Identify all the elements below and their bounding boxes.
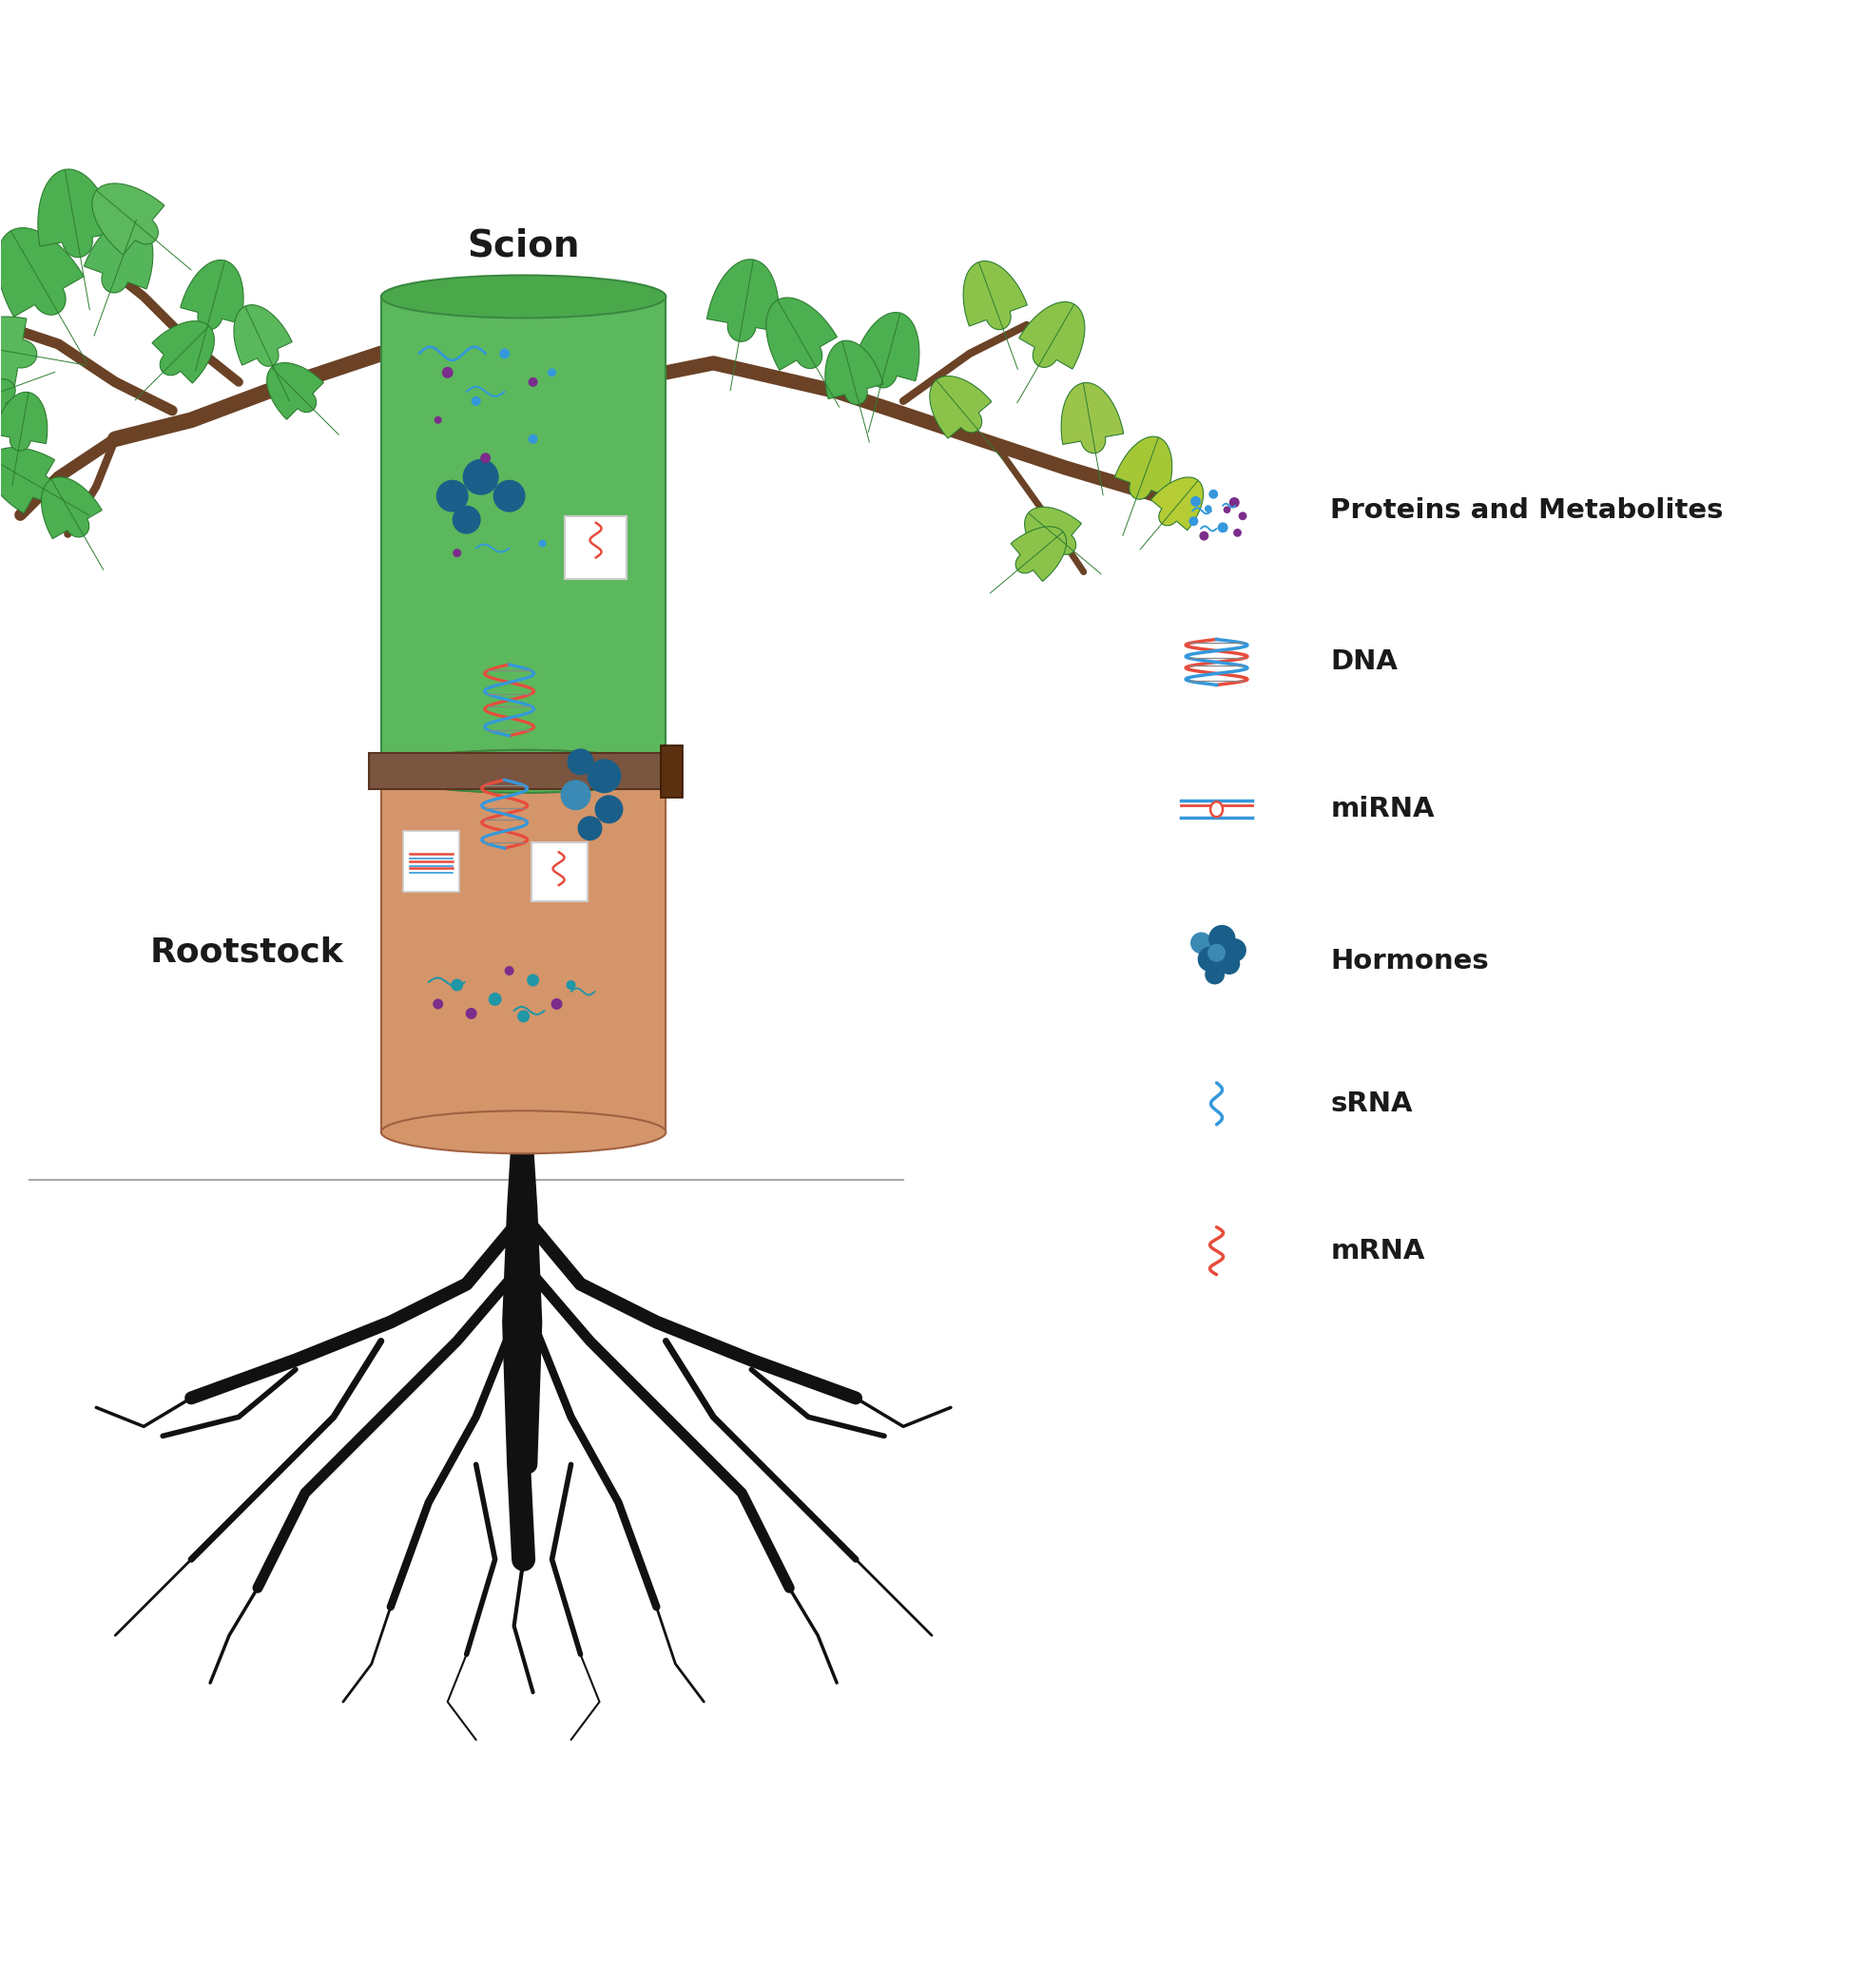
Polygon shape	[37, 169, 115, 256]
Polygon shape	[766, 298, 838, 370]
Ellipse shape	[464, 459, 499, 495]
Text: sRNA: sRNA	[1331, 1089, 1413, 1117]
Ellipse shape	[567, 749, 593, 775]
Ellipse shape	[382, 1111, 666, 1153]
Ellipse shape	[540, 539, 547, 547]
Polygon shape	[0, 392, 48, 451]
Ellipse shape	[517, 1010, 530, 1022]
FancyBboxPatch shape	[564, 517, 627, 579]
Ellipse shape	[434, 415, 441, 423]
Ellipse shape	[547, 368, 556, 378]
Polygon shape	[1010, 527, 1066, 580]
Polygon shape	[1060, 382, 1124, 453]
Polygon shape	[1020, 302, 1085, 370]
Ellipse shape	[1205, 505, 1213, 513]
Ellipse shape	[1190, 497, 1201, 507]
Ellipse shape	[528, 433, 538, 443]
Polygon shape	[41, 477, 102, 539]
Ellipse shape	[528, 378, 538, 388]
Polygon shape	[929, 376, 992, 437]
Polygon shape	[0, 362, 15, 427]
Ellipse shape	[1229, 497, 1240, 507]
Polygon shape	[0, 447, 56, 513]
Ellipse shape	[499, 348, 510, 358]
Polygon shape	[1114, 437, 1172, 499]
Text: DNA: DNA	[1331, 648, 1398, 676]
Polygon shape	[706, 258, 779, 342]
Ellipse shape	[504, 966, 514, 976]
Polygon shape	[382, 771, 666, 1131]
FancyBboxPatch shape	[530, 843, 588, 901]
Ellipse shape	[1218, 523, 1227, 533]
Ellipse shape	[1218, 952, 1240, 974]
Ellipse shape	[441, 368, 452, 378]
Polygon shape	[662, 746, 682, 797]
Polygon shape	[267, 362, 324, 419]
Polygon shape	[0, 316, 37, 388]
Polygon shape	[382, 296, 666, 771]
Ellipse shape	[471, 396, 480, 406]
Polygon shape	[152, 320, 215, 384]
Polygon shape	[93, 183, 165, 254]
Ellipse shape	[560, 779, 591, 811]
Polygon shape	[0, 229, 83, 316]
Ellipse shape	[1200, 531, 1209, 541]
Ellipse shape	[432, 998, 443, 1010]
Text: miRNA: miRNA	[1331, 795, 1435, 823]
Ellipse shape	[1224, 507, 1231, 513]
Text: Proteins and Metabolites: Proteins and Metabolites	[1331, 497, 1724, 523]
Ellipse shape	[480, 453, 491, 463]
Polygon shape	[1025, 507, 1081, 563]
Polygon shape	[853, 312, 920, 388]
Ellipse shape	[1205, 964, 1225, 984]
Ellipse shape	[1209, 489, 1218, 499]
Text: Hormones: Hormones	[1331, 948, 1489, 974]
Ellipse shape	[1198, 946, 1224, 972]
Polygon shape	[825, 340, 883, 404]
Polygon shape	[180, 260, 243, 330]
Ellipse shape	[382, 274, 666, 318]
Ellipse shape	[493, 479, 525, 513]
Ellipse shape	[1233, 529, 1242, 537]
Ellipse shape	[1238, 511, 1248, 521]
Ellipse shape	[382, 749, 666, 793]
Ellipse shape	[1190, 932, 1213, 954]
Ellipse shape	[382, 749, 666, 793]
Ellipse shape	[1207, 944, 1225, 962]
Ellipse shape	[465, 1008, 476, 1020]
Ellipse shape	[1188, 517, 1198, 527]
Ellipse shape	[527, 974, 540, 986]
Polygon shape	[964, 260, 1027, 330]
Ellipse shape	[452, 549, 462, 557]
Ellipse shape	[578, 815, 603, 841]
Ellipse shape	[1209, 924, 1235, 952]
Ellipse shape	[436, 479, 469, 513]
Ellipse shape	[1224, 938, 1246, 962]
Ellipse shape	[595, 795, 623, 823]
FancyBboxPatch shape	[402, 831, 460, 893]
Ellipse shape	[1211, 801, 1224, 817]
Ellipse shape	[565, 980, 577, 990]
Polygon shape	[369, 753, 679, 789]
Ellipse shape	[588, 759, 621, 793]
Ellipse shape	[452, 505, 480, 535]
Polygon shape	[234, 304, 293, 366]
Text: Scion: Scion	[467, 227, 580, 262]
Text: Rootstock: Rootstock	[150, 936, 343, 968]
Text: mRNA: mRNA	[1331, 1237, 1426, 1264]
Ellipse shape	[488, 992, 502, 1006]
Polygon shape	[83, 219, 152, 292]
Ellipse shape	[451, 978, 464, 992]
Polygon shape	[1151, 477, 1203, 531]
Ellipse shape	[551, 998, 562, 1010]
